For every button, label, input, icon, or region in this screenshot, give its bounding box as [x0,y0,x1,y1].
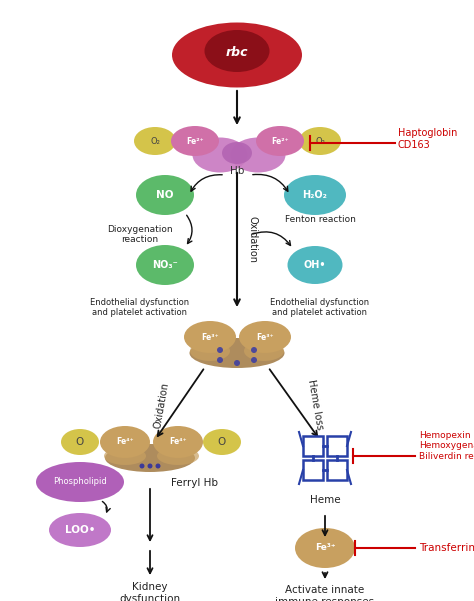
Ellipse shape [100,426,150,458]
Ellipse shape [36,462,124,502]
Text: NO₃⁻: NO₃⁻ [152,260,178,270]
Text: Fe²⁺: Fe²⁺ [271,136,289,145]
Ellipse shape [284,175,346,215]
Ellipse shape [239,321,291,353]
Text: Hemopexin
Hemoxygenase
Biliverdin reductase: Hemopexin Hemoxygenase Biliverdin reduct… [419,431,474,461]
Bar [303,436,323,456]
Ellipse shape [61,429,99,455]
Text: Transferrin: Transferrin [419,543,474,553]
Ellipse shape [244,341,284,361]
Ellipse shape [251,347,257,353]
Ellipse shape [217,357,223,363]
Ellipse shape [157,447,199,465]
Ellipse shape [136,175,194,215]
Text: NO: NO [156,190,174,200]
Text: Dioxygenation
reaction: Dioxygenation reaction [107,225,173,245]
Ellipse shape [230,138,285,172]
Text: Fe²⁺: Fe²⁺ [186,136,204,145]
Text: Haptoglobin
CD163: Haptoglobin CD163 [398,128,457,150]
Ellipse shape [288,246,343,284]
Text: OH•: OH• [304,260,326,270]
Ellipse shape [172,22,302,88]
Bar [327,436,347,456]
Ellipse shape [222,142,252,164]
Ellipse shape [192,138,247,172]
Ellipse shape [139,463,145,469]
Text: Fe⁴⁺: Fe⁴⁺ [169,438,187,447]
Ellipse shape [171,126,219,156]
Text: Phospholipid: Phospholipid [53,478,107,486]
Text: Fe³⁺: Fe³⁺ [256,332,274,341]
Bar [327,460,347,480]
Text: Fenton reaction: Fenton reaction [284,215,356,224]
Text: rbc: rbc [226,46,248,59]
Ellipse shape [190,341,230,361]
Text: LOO•: LOO• [65,525,95,535]
Ellipse shape [147,463,153,469]
Ellipse shape [299,127,341,155]
Ellipse shape [49,513,111,547]
Ellipse shape [134,127,176,155]
Ellipse shape [184,321,236,353]
Text: Kidney
dysfunction: Kidney dysfunction [119,582,181,601]
Text: Endothelial dysfunction
and platelet activation: Endothelial dysfunction and platelet act… [271,298,370,317]
Text: Heme loss: Heme loss [306,379,324,431]
Ellipse shape [153,426,203,458]
Text: Ferryl Hb: Ferryl Hb [172,478,219,488]
Text: Oxidation: Oxidation [153,381,171,429]
Ellipse shape [217,347,223,353]
Text: O₂: O₂ [315,136,325,145]
Text: O₂: O₂ [150,136,160,145]
Text: Oxidation: Oxidation [248,216,258,263]
Text: Fe³⁺: Fe³⁺ [201,332,219,341]
Ellipse shape [256,126,304,156]
Text: Heme: Heme [310,495,340,505]
Ellipse shape [105,444,195,472]
Bar [303,460,323,480]
Ellipse shape [104,447,146,465]
Ellipse shape [204,30,270,72]
Ellipse shape [251,357,257,363]
Ellipse shape [234,360,240,366]
Ellipse shape [136,245,194,285]
Ellipse shape [203,429,241,455]
Ellipse shape [155,463,161,469]
Text: Hb: Hb [230,166,244,176]
Text: Activate innate
immune responses: Activate innate immune responses [275,585,374,601]
Text: O: O [218,437,226,447]
Text: O: O [76,437,84,447]
Text: H₂O₂: H₂O₂ [302,190,328,200]
Text: Endothelial dysfunction
and platelet activation: Endothelial dysfunction and platelet act… [91,298,190,317]
Text: Fe³⁺: Fe³⁺ [315,543,335,552]
Text: Fe⁴⁺: Fe⁴⁺ [116,438,134,447]
Ellipse shape [295,528,355,568]
Ellipse shape [190,338,284,368]
